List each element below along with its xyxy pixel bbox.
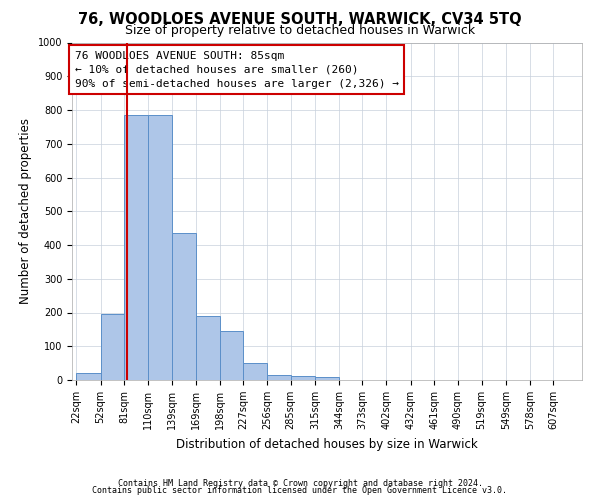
Bar <box>148 115 172 380</box>
Bar <box>196 316 220 380</box>
Bar <box>315 376 339 380</box>
Text: 76 WOODLOES AVENUE SOUTH: 85sqm
← 10% of detached houses are smaller (260)
90% o: 76 WOODLOES AVENUE SOUTH: 85sqm ← 10% of… <box>74 51 398 89</box>
Text: Contains public sector information licensed under the Open Government Licence v3: Contains public sector information licen… <box>92 486 508 495</box>
Bar <box>76 373 101 380</box>
Text: Size of property relative to detached houses in Warwick: Size of property relative to detached ho… <box>125 24 475 37</box>
Bar <box>267 375 290 380</box>
Text: 76, WOODLOES AVENUE SOUTH, WARWICK, CV34 5TQ: 76, WOODLOES AVENUE SOUTH, WARWICK, CV34… <box>78 12 522 28</box>
Text: Contains HM Land Registry data © Crown copyright and database right 2024.: Contains HM Land Registry data © Crown c… <box>118 478 482 488</box>
Bar <box>124 115 148 380</box>
X-axis label: Distribution of detached houses by size in Warwick: Distribution of detached houses by size … <box>176 438 478 450</box>
Bar <box>172 233 196 380</box>
Y-axis label: Number of detached properties: Number of detached properties <box>19 118 32 304</box>
Bar <box>290 376 315 380</box>
Bar <box>220 331 244 380</box>
Bar <box>101 314 124 380</box>
Bar <box>244 363 267 380</box>
